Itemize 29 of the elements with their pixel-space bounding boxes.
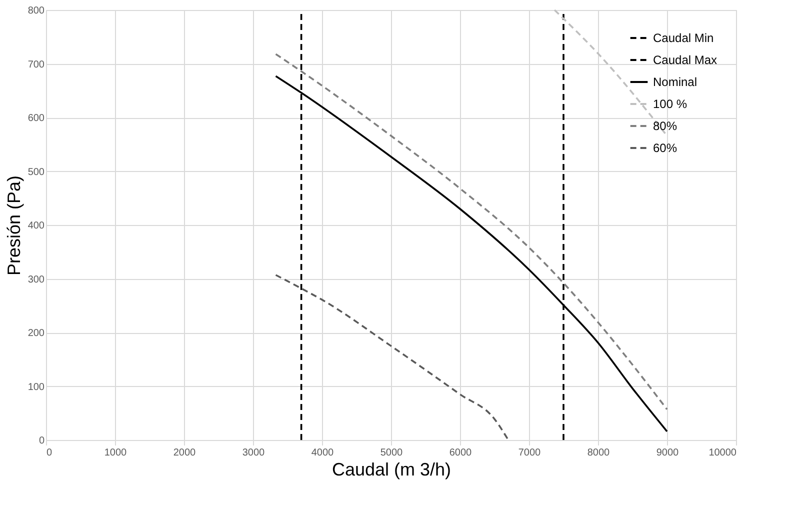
- x-tick-label: 9000: [656, 448, 680, 458]
- x-axis-title: Caudal (m 3/h): [332, 460, 452, 480]
- y-tick-label: 100: [28, 382, 45, 393]
- y-tick-label: 600: [28, 113, 45, 124]
- y-tick-label: 300: [28, 274, 45, 286]
- legend-label: Caudal Max: [653, 53, 718, 67]
- legend-label: Caudal Min: [653, 31, 714, 45]
- y-tick-label: 400: [28, 220, 45, 232]
- legend-label: 60%: [653, 141, 678, 155]
- x-tick-label: 10000: [708, 448, 737, 458]
- x-tick-label: 0: [46, 448, 52, 458]
- x-tick-label: 4000: [311, 448, 334, 458]
- x-tick-label: 1000: [104, 448, 128, 458]
- y-tick-label: 700: [28, 59, 45, 70]
- legend-label: 80%: [653, 119, 678, 133]
- x-tick-label: 3000: [242, 448, 266, 458]
- x-tick-label: 5000: [380, 448, 404, 458]
- x-tick-label: 2000: [173, 448, 196, 458]
- y-tick-label: 500: [28, 166, 45, 178]
- x-tick-label: 6000: [449, 448, 472, 458]
- x-tick-label: 7000: [518, 448, 542, 458]
- x-tick-label: 8000: [587, 448, 610, 458]
- legend-label: 100 %: [653, 97, 688, 111]
- y-tick-label: 800: [28, 6, 45, 16]
- legend-label: Nominal: [653, 75, 698, 89]
- line-series: [274, 274, 510, 441]
- y-axis-title: Presión (Pa): [4, 175, 24, 276]
- y-tick-label: 200: [28, 328, 45, 339]
- y-tick-label: 0: [38, 436, 45, 446]
